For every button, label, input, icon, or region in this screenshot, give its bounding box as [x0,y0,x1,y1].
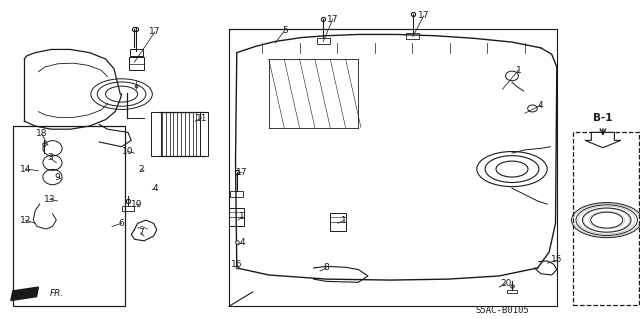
Text: 1: 1 [239,212,244,221]
Text: 4: 4 [538,101,543,110]
Text: 17: 17 [236,168,248,177]
Bar [573,132,639,305]
Text: 18: 18 [36,130,47,138]
Text: 6: 6 [119,219,124,228]
Text: 10: 10 [122,147,134,156]
Bar [122,206,134,211]
Text: 17: 17 [149,27,161,36]
Text: B-1: B-1 [593,113,612,123]
Polygon shape [11,287,38,300]
Text: 17: 17 [327,15,339,24]
Bar [330,213,346,231]
Text: 5: 5 [282,26,287,35]
Text: 12: 12 [20,216,31,225]
Text: 9: 9 [55,173,60,182]
Text: S5AC-B0105: S5AC-B0105 [476,306,529,315]
Text: 20: 20 [500,279,511,288]
Text: 2: 2 [138,165,143,174]
Text: 1: 1 [516,66,521,75]
Bar [229,208,244,226]
Text: 4: 4 [152,184,157,193]
Text: 4: 4 [239,238,244,247]
Text: 13: 13 [44,195,56,204]
Bar [151,112,161,156]
Bar [230,191,243,197]
Text: 1: 1 [342,216,347,225]
Text: FR.: FR. [49,289,63,298]
Bar [507,290,517,293]
Polygon shape [585,132,621,148]
Text: 17: 17 [418,11,429,20]
Bar [317,38,330,44]
Bar [13,126,125,306]
Bar [129,57,144,70]
Text: 8: 8 [324,263,329,272]
Text: 15: 15 [551,256,563,264]
Text: 19: 19 [131,200,142,209]
Bar [130,49,143,56]
Text: 11: 11 [196,114,207,122]
Text: 14: 14 [20,165,31,174]
Text: 3: 3 [47,153,52,162]
Text: 16: 16 [231,260,243,269]
Bar [406,33,419,39]
Bar [200,112,208,156]
Text: 7: 7 [138,228,143,237]
